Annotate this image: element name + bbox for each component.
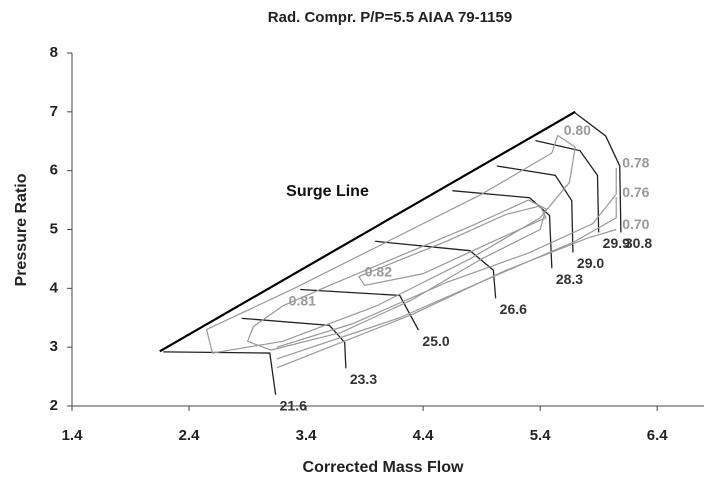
series-line <box>246 199 547 351</box>
x-tick-label: 4.4 <box>413 427 435 444</box>
series-line <box>535 140 600 233</box>
series-label: 0.82 <box>365 263 392 279</box>
series-line <box>276 167 617 348</box>
series-label: 0.76 <box>622 184 649 200</box>
series-label: 30.8 <box>625 235 652 251</box>
y-tick-label: 7 <box>50 103 58 120</box>
series-label: 26.6 <box>500 301 527 317</box>
x-tick-label: 3.4 <box>296 427 318 444</box>
series-line <box>163 351 277 395</box>
series-line <box>358 205 547 287</box>
x-tick-label: 6.4 <box>647 427 669 444</box>
x-tick-label: 2.4 <box>179 427 201 444</box>
series-label: 28.3 <box>556 271 583 287</box>
x-tick-label: 5.4 <box>530 427 552 444</box>
y-tick-label: 3 <box>50 338 58 355</box>
series-line <box>300 288 420 331</box>
series-label: 23.3 <box>350 371 377 387</box>
x-tick-label: 1.4 <box>62 427 84 444</box>
series-line <box>205 134 576 354</box>
series-line <box>276 228 617 369</box>
series-label: 29.9 <box>603 235 630 251</box>
x-axis-label: Corrected Mass Flow <box>303 459 464 476</box>
series-line <box>452 190 553 269</box>
series-label: 0.81 <box>289 293 316 309</box>
series-label: 25.0 <box>422 333 449 349</box>
series-label: Surge Line <box>286 183 369 200</box>
series-line <box>159 110 576 353</box>
series-label: 0.80 <box>564 122 591 138</box>
y-tick-label: 6 <box>50 162 58 179</box>
y-tick-label: 8 <box>50 44 58 61</box>
y-tick-label: 5 <box>50 220 58 237</box>
series-line <box>375 240 497 299</box>
series-line <box>496 165 574 253</box>
series-label: 0.70 <box>622 216 649 232</box>
series-line <box>574 112 622 233</box>
chart-title: Rad. Compr. P/P=5.5 AIAA 79-1159 <box>268 9 512 26</box>
series-label: 21.6 <box>280 398 307 414</box>
y-tick-label: 4 <box>50 279 59 296</box>
series-label: 0.78 <box>622 154 649 170</box>
series-label: 29.0 <box>577 255 604 271</box>
y-axis-label: Pressure Ratio <box>13 173 30 286</box>
y-tick-label: 2 <box>50 397 58 414</box>
